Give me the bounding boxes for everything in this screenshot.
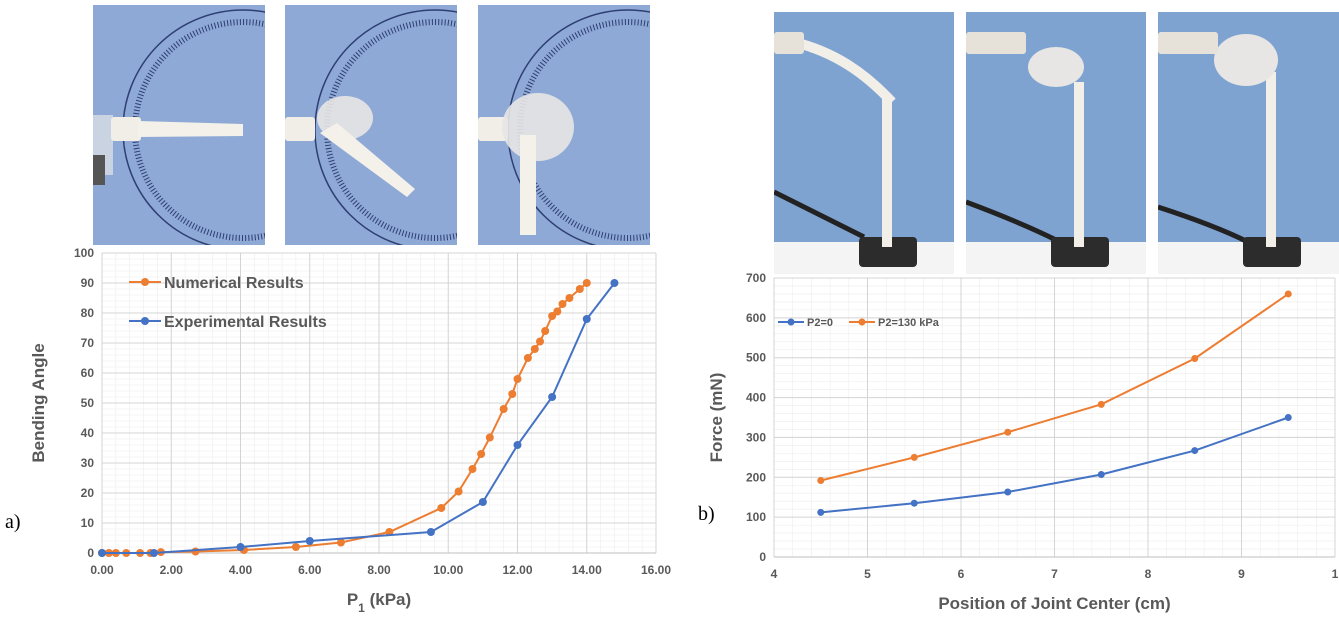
data-point	[513, 375, 522, 383]
x-tick-label: 8.00	[367, 563, 391, 577]
photo-b-p2-130	[1158, 12, 1339, 274]
photo-b-p2-mid	[966, 12, 1146, 274]
y-tick-label: 100	[74, 246, 94, 260]
data-point	[565, 294, 574, 302]
data-point	[548, 312, 557, 320]
y-tick-label: 10	[81, 516, 95, 530]
data-point	[499, 405, 508, 413]
photo-a-bent-45	[285, 5, 457, 245]
legend-swatch-marker	[141, 278, 149, 286]
data-point	[305, 537, 314, 545]
data-point	[541, 327, 550, 335]
x-tick-label: 16.00	[641, 563, 671, 577]
photo-b-p2-0	[774, 12, 954, 274]
x-tick-label: 12.00	[502, 563, 532, 577]
data-point	[575, 285, 584, 293]
legend-label: Experimental Results	[164, 314, 327, 331]
data-point	[426, 528, 435, 536]
panel-b-label: b)	[698, 503, 715, 525]
y-tick-label: 50	[81, 396, 95, 410]
data-point	[548, 393, 557, 401]
data-point	[236, 543, 245, 551]
x-axis-title-unit: (kPa)	[365, 590, 411, 609]
x-axis-title: P1 (kPa)	[347, 590, 411, 615]
data-point	[508, 390, 517, 398]
series-line	[102, 282, 616, 554]
x-axis-title-subscript: 1	[358, 601, 365, 615]
x-tick-label: 10.00	[433, 563, 463, 577]
data-point	[485, 433, 494, 442]
x-tick-label: 14.00	[572, 563, 602, 577]
data-point	[530, 345, 539, 353]
legend-entry: Experimental Results	[129, 314, 327, 331]
y-tick-label: 60	[81, 366, 95, 380]
panel-a-label: a)	[5, 511, 21, 533]
data-point	[336, 538, 345, 547]
data-point	[513, 441, 522, 449]
data-point	[477, 450, 486, 458]
data-point	[536, 337, 545, 346]
data-point	[149, 549, 158, 557]
data-point	[191, 547, 200, 556]
x-tick-label: 2.00	[160, 563, 184, 577]
data-point	[582, 315, 591, 323]
x-tick-label: 0.00	[90, 563, 114, 577]
data-point	[454, 487, 463, 496]
photo-a-straight	[93, 5, 265, 245]
y-tick-label: 40	[81, 426, 95, 440]
data-point	[468, 465, 477, 473]
legend-swatch-marker	[141, 317, 149, 325]
photo-a-bent-90	[478, 5, 650, 245]
data-point	[291, 543, 300, 551]
y-tick-label: 30	[81, 456, 95, 470]
data-point	[558, 300, 567, 308]
data-point	[98, 549, 106, 557]
y-tick-label: 80	[81, 306, 95, 320]
data-point	[582, 279, 591, 287]
legend-entry: Numerical Results	[129, 275, 304, 292]
series-1	[98, 279, 619, 557]
legend-label: Numerical Results	[164, 275, 304, 292]
data-point	[478, 498, 487, 506]
data-point	[523, 354, 532, 362]
data-point	[437, 504, 446, 512]
y-tick-label: 70	[81, 336, 95, 350]
y-axis-title: Bending Angle	[29, 343, 48, 462]
data-point	[553, 307, 562, 316]
x-tick-label: 4.00	[229, 563, 253, 577]
y-tick-label: 90	[81, 276, 95, 290]
y-tick-label: 20	[81, 486, 95, 500]
x-tick-label: 6.00	[298, 563, 322, 577]
y-tick-label: 0	[87, 546, 94, 560]
data-point	[610, 279, 619, 287]
